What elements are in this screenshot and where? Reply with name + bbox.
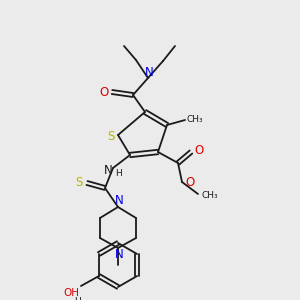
Text: H: H bbox=[75, 296, 81, 300]
Text: OH: OH bbox=[63, 288, 79, 298]
Text: O: O bbox=[194, 145, 204, 158]
Text: N: N bbox=[115, 194, 123, 208]
Text: S: S bbox=[107, 130, 115, 142]
Text: N: N bbox=[103, 164, 112, 176]
Text: N: N bbox=[115, 248, 123, 262]
Text: O: O bbox=[185, 176, 195, 190]
Text: CH₃: CH₃ bbox=[202, 190, 218, 200]
Text: O: O bbox=[99, 85, 109, 98]
Text: S: S bbox=[75, 176, 83, 190]
Text: N: N bbox=[145, 65, 153, 79]
Text: H: H bbox=[115, 169, 122, 178]
Text: CH₃: CH₃ bbox=[187, 115, 203, 124]
